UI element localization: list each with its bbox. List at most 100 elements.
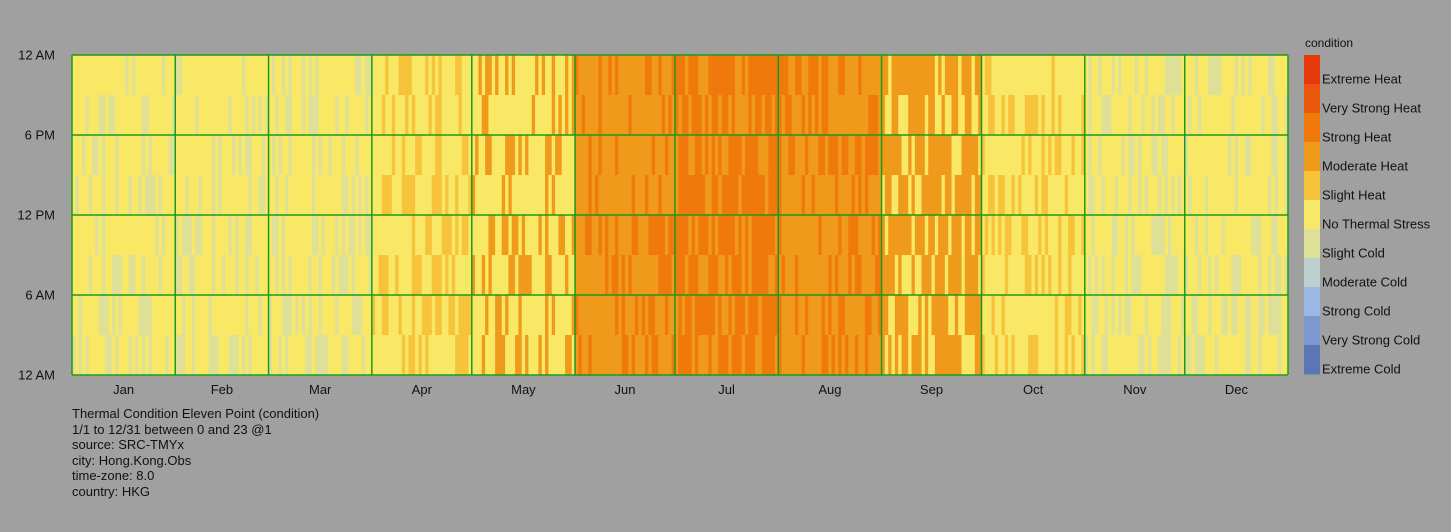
heat-cell [645, 135, 649, 176]
heat-cell [268, 95, 273, 136]
heat-cell [1261, 55, 1266, 96]
heat-cell [295, 335, 300, 376]
heat-cell [844, 135, 849, 176]
heat-cell [668, 215, 673, 256]
heat-cell [681, 95, 686, 136]
heat-cell [1264, 255, 1269, 296]
heat-cell [1088, 135, 1093, 176]
heat-cell [1004, 295, 1009, 336]
heat-cell [315, 255, 320, 296]
heat-cell [801, 335, 806, 376]
heat-cell [385, 255, 390, 296]
heat-cell [1058, 135, 1063, 176]
heat-cell [688, 255, 693, 296]
heat-cell [91, 255, 96, 296]
heat-cell [1061, 95, 1066, 136]
heat-cell [998, 175, 1003, 216]
heat-cell [255, 215, 260, 256]
heat-cell [305, 175, 310, 216]
heat-cell [941, 295, 946, 336]
heat-cell [185, 135, 190, 176]
heat-cell [291, 55, 296, 96]
heat-cell [1068, 255, 1073, 296]
heat-cell [118, 175, 123, 216]
heat-cell [101, 335, 106, 376]
heat-cell [874, 215, 879, 256]
heat-cell [671, 135, 676, 176]
heat-cell [171, 255, 176, 296]
heat-cell [685, 335, 689, 376]
heat-cell [618, 175, 623, 216]
heat-cell [908, 255, 913, 296]
heat-cell [301, 135, 306, 176]
heat-cell [165, 255, 170, 296]
heat-cell [611, 135, 616, 176]
heat-cell [1198, 135, 1202, 176]
heat-cell [794, 55, 799, 96]
heat-cell [784, 135, 789, 176]
heat-cell [1221, 295, 1226, 336]
heat-cell [511, 335, 516, 376]
heat-cell [1188, 175, 1192, 216]
heat-cell [455, 135, 460, 176]
heat-cell [1054, 95, 1059, 136]
heat-cell [888, 255, 893, 296]
heat-cell [981, 215, 986, 256]
heat-cell [95, 135, 100, 176]
heat-cell [1128, 55, 1133, 96]
heat-cell [828, 135, 833, 176]
heat-cell [1168, 135, 1172, 176]
heat-cell [118, 215, 123, 256]
heat-cell [1078, 255, 1083, 296]
heat-cell [685, 55, 689, 96]
heat-cell [221, 175, 226, 216]
heat-cell [435, 175, 440, 216]
heat-cell [591, 175, 596, 216]
heat-cell [1194, 335, 1199, 376]
heat-cell [1151, 55, 1156, 96]
legend-label: Moderate Cold [1322, 275, 1407, 290]
heat-cell [791, 215, 796, 256]
heat-cell [588, 175, 593, 216]
heat-cell [1254, 255, 1259, 296]
heat-cell [438, 175, 443, 216]
heat-cell [161, 175, 166, 216]
heat-cell [1144, 175, 1149, 216]
heat-cell [721, 215, 726, 256]
heat-cell [645, 95, 649, 136]
heat-cell [704, 215, 709, 256]
heat-cell [788, 175, 793, 216]
heat-cell [78, 255, 83, 296]
heat-cell [258, 335, 263, 376]
heat-cell [445, 135, 450, 176]
heat-cell [658, 175, 663, 216]
heat-cell [431, 295, 436, 336]
heat-cell [571, 175, 576, 216]
heat-cell [395, 255, 400, 296]
heat-cell [298, 175, 303, 216]
heat-cell [595, 295, 599, 336]
heat-cell [724, 295, 729, 336]
heat-cell [391, 135, 396, 176]
heat-cell [341, 335, 346, 376]
heat-cell [515, 55, 520, 96]
heat-cell [485, 95, 490, 136]
heat-cell [871, 295, 876, 336]
heat-cell [931, 135, 936, 176]
heat-cell [1038, 215, 1043, 256]
heat-cell [558, 215, 563, 256]
heat-cell [608, 335, 613, 376]
heat-cell [888, 95, 893, 136]
heat-cell [1051, 295, 1056, 336]
heat-cell [771, 295, 776, 336]
heat-cell [665, 135, 669, 176]
heat-cell [944, 95, 949, 136]
heat-cell [1031, 295, 1036, 336]
heat-cell [128, 335, 133, 376]
heat-cell [355, 335, 360, 376]
heat-cell [838, 135, 843, 176]
heat-cell [425, 215, 430, 256]
heat-cell [538, 215, 543, 256]
heat-cell [998, 135, 1003, 176]
heat-cell [861, 215, 866, 256]
